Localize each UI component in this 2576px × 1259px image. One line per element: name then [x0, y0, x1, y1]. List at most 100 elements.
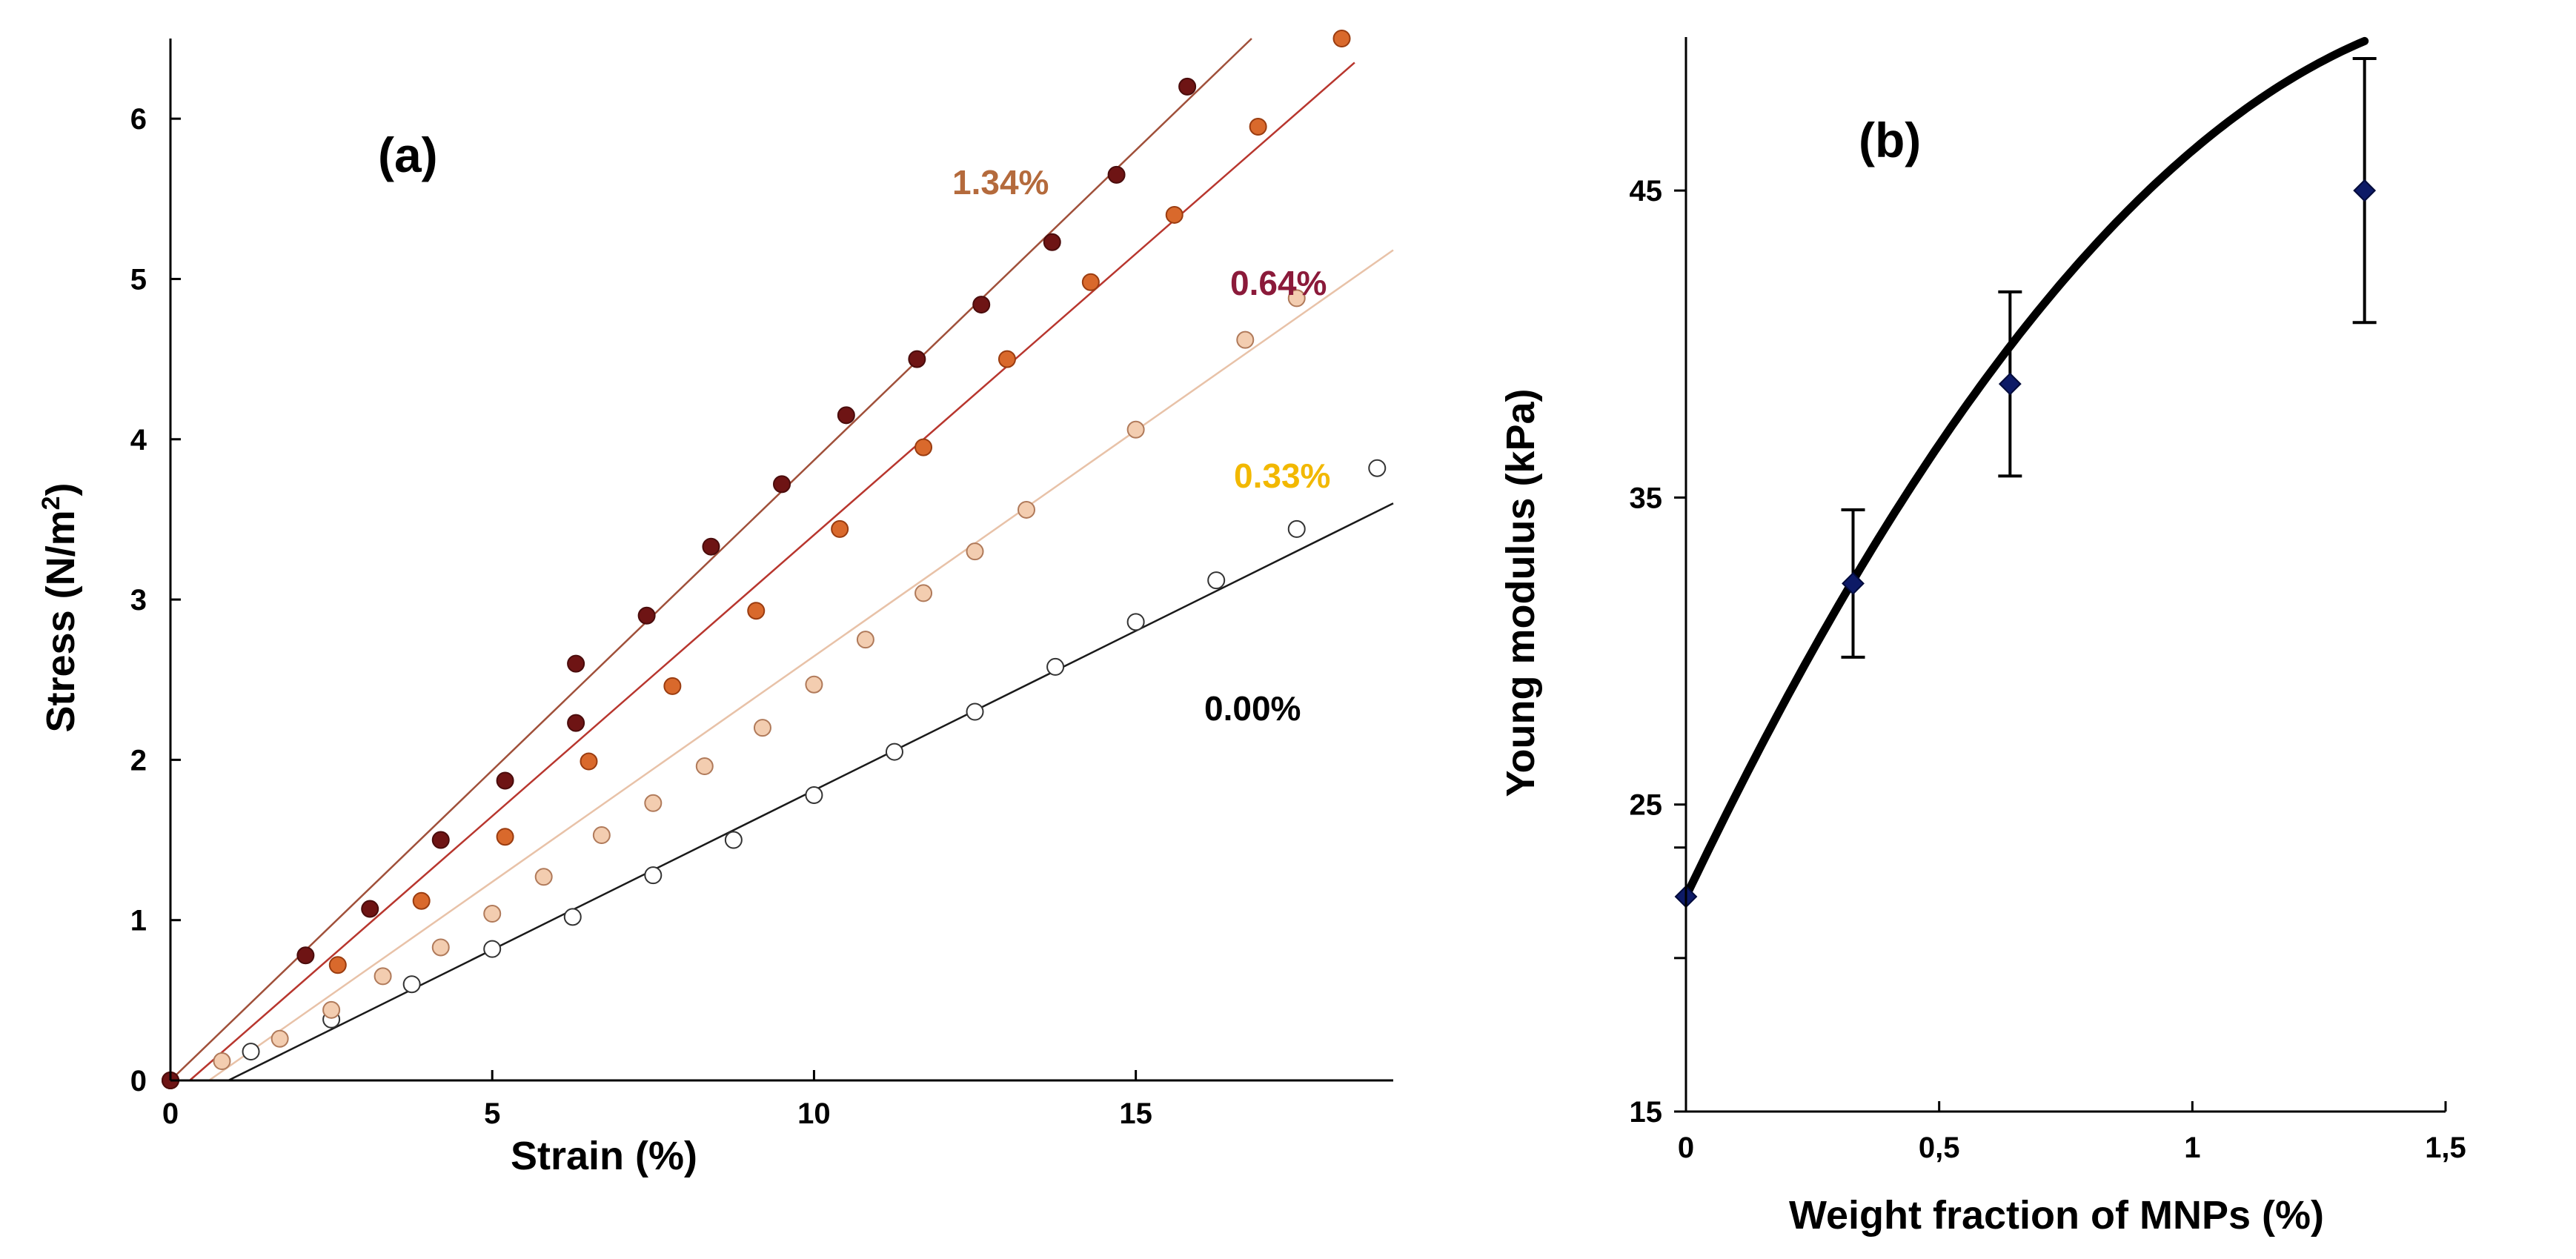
axis-ticks: 0 0,5 1 1,5 15 25 35 45: [1630, 175, 2466, 1164]
data-point: [1249, 117, 1267, 136]
y-tick-label: 25: [1630, 789, 1663, 822]
stress-strain-chart: 0 5 10 15 0 1 2 3 4 5 6 (a) Strain (%) Stress (N/m…: [37, 30, 1394, 1178]
data-point: [1998, 372, 2022, 396]
panel-label-b: (b): [1859, 113, 1921, 167]
y-tick-label: 15: [1630, 1096, 1663, 1129]
data-point: [580, 752, 598, 771]
data-point: [1842, 572, 1865, 595]
data-points: [1674, 179, 2377, 908]
x-tick-label: 5: [484, 1097, 500, 1130]
data-point: [496, 828, 514, 846]
data-point: [747, 602, 766, 620]
data-point: [831, 519, 849, 538]
series-label: 0.33%: [1234, 456, 1330, 495]
data-point: [567, 714, 585, 732]
error-bars: [1841, 57, 2377, 659]
data-point: [2353, 179, 2377, 202]
series-label: 0.00%: [1204, 689, 1301, 728]
data-point: [805, 675, 823, 694]
data-point: [496, 771, 514, 790]
data-point: [402, 975, 421, 994]
data-point: [1018, 500, 1035, 519]
data-point: [1043, 233, 1061, 251]
y-tick-label: 0: [130, 1065, 147, 1097]
data-point: [724, 831, 743, 849]
data-point: [753, 719, 771, 737]
x-tick-label: 15: [1119, 1097, 1152, 1130]
fit-line: [189, 62, 1355, 1081]
y-tick-label: 4: [130, 424, 147, 456]
data-point: [644, 866, 663, 885]
data-point: [296, 946, 315, 965]
x-tick-label: 0: [1678, 1132, 1694, 1164]
data-point: [567, 654, 585, 673]
data-point: [1107, 165, 1126, 184]
data-point: [914, 584, 933, 602]
x-tick-label: 0: [162, 1097, 179, 1130]
data-point: [592, 826, 611, 845]
data-point: [972, 296, 991, 314]
data-point: [908, 350, 926, 368]
data-points: [162, 30, 1387, 1089]
x-tick-label: 1: [2184, 1132, 2200, 1164]
y-axis-title: Young modulus (kPa): [1498, 389, 1543, 797]
data-point: [1126, 613, 1145, 631]
x-tick-label: 0,5: [1919, 1132, 1960, 1164]
y-axis-title-close: ): [39, 482, 83, 496]
data-point: [837, 406, 855, 425]
series-labels: 1.34% 0.64% 0.33% 0.00%: [952, 163, 1330, 728]
data-point: [1287, 289, 1306, 308]
fit-line: [170, 38, 1252, 1081]
data-point: [1332, 30, 1351, 47]
x-axis-title: Weight fraction of MNPs (%): [1789, 1193, 2324, 1238]
data-point: [431, 831, 450, 849]
data-point: [328, 956, 347, 974]
data-point: [914, 438, 933, 456]
data-point: [270, 1029, 289, 1048]
panel-label-a: (a): [378, 127, 438, 182]
y-tick-label: 1: [130, 905, 147, 937]
data-point: [773, 475, 791, 494]
data-point: [805, 785, 823, 804]
data-point: [1236, 330, 1255, 349]
y-tick-label: 5: [130, 263, 147, 296]
data-point: [1046, 657, 1065, 676]
x-axis-title: Strain (%): [511, 1134, 697, 1178]
y-axis-title-main: Stress (N/m: [39, 510, 83, 732]
data-point: [1368, 459, 1387, 477]
data-point: [885, 743, 903, 761]
data-point: [695, 757, 714, 776]
data-point: [1126, 420, 1145, 439]
data-point: [637, 606, 656, 625]
axis-ticks: 0 5 10 15 0 1 2 3 4 5 6: [130, 103, 1152, 1130]
data-point: [412, 891, 431, 910]
data-point: [644, 794, 663, 812]
fit-lines: [170, 38, 1394, 1082]
data-point: [1178, 77, 1197, 96]
data-point: [483, 940, 502, 958]
data-point: [1165, 205, 1184, 224]
data-point: [966, 542, 984, 561]
y-tick-label: 3: [130, 584, 147, 617]
y-axis-title: Stress (N/m2): [37, 482, 83, 732]
data-point: [361, 900, 379, 918]
data-point: [242, 1043, 260, 1061]
y-tick-label: 2: [130, 744, 147, 777]
data-point: [213, 1052, 231, 1071]
data-point: [1287, 519, 1306, 538]
data-point: [702, 537, 720, 556]
fit-line: [208, 249, 1394, 1082]
data-point: [374, 967, 392, 986]
data-point: [966, 702, 984, 721]
series-label: 1.34%: [952, 163, 1049, 202]
data-point: [1081, 273, 1100, 291]
y-tick-label: 35: [1630, 482, 1663, 514]
fit-curve: [1682, 36, 2369, 901]
young-modulus-chart: 0 0,5 1 1,5 15 25 35 45 (b) Weight fraction of …: [1498, 36, 2466, 1238]
y-tick-label: 6: [130, 103, 147, 136]
data-point: [431, 938, 450, 957]
data-point: [663, 677, 682, 695]
y-axis-title-superscript: 2: [37, 496, 65, 510]
series-label: 0.64%: [1230, 264, 1327, 302]
